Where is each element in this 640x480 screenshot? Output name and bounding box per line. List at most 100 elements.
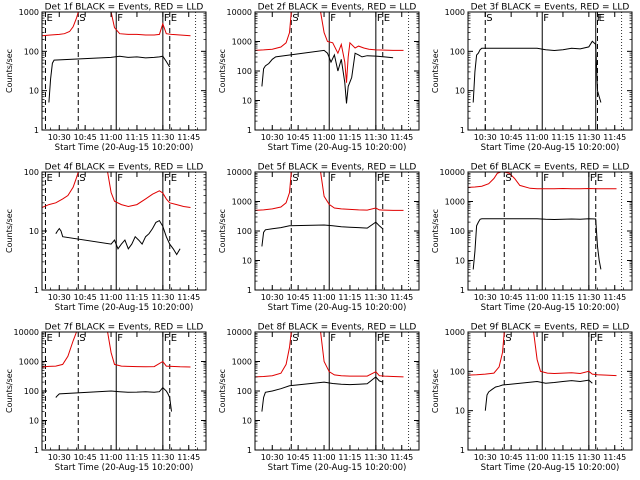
event-marker-label: F (117, 333, 123, 344)
x-axis-label: Start Time (20-Aug-15 10:20:00) (481, 143, 620, 153)
y-tick-label: 1000 (19, 358, 39, 367)
event-marker-label: F (590, 333, 596, 344)
x-tick-label: 11:45 (390, 293, 413, 302)
x-tick-label: 11:15 (338, 293, 361, 302)
chart-title: Det 7f BLACK = Events, RED = LLD (45, 323, 204, 333)
event-marker-label: E (171, 333, 177, 344)
y-axis-label: Counts/sec (5, 49, 14, 93)
series-line-lld (468, 332, 617, 377)
event-marker-label: F (377, 13, 383, 24)
event-marker-label: E (171, 173, 177, 184)
series-line-events (261, 376, 383, 412)
y-tick-label: 10 (455, 87, 465, 96)
x-tick-label: 11:30 (151, 133, 174, 142)
x-tick-label: 11:30 (151, 453, 174, 462)
y-tick-label: 1000 (232, 198, 252, 207)
event-marker-label: S (292, 173, 298, 184)
y-tick-label: 10 (29, 227, 39, 236)
series-line-events (55, 219, 181, 256)
series-line-events (48, 55, 171, 103)
y-axis-label: Counts/sec (218, 49, 227, 93)
plot-frame (41, 331, 207, 451)
event-marker-label: S (505, 173, 511, 184)
x-tick-label: 11:00 (100, 133, 123, 142)
x-tick-label: 11:00 (313, 293, 336, 302)
y-axis-label: Counts/sec (218, 369, 227, 413)
event-marker-label: F (330, 13, 336, 24)
y-tick-label: 1 (247, 446, 252, 455)
series-line-lld (255, 12, 404, 83)
event-marker-label: E (46, 173, 52, 184)
x-tick-label: 11:00 (526, 453, 549, 462)
event-marker-label: E (384, 13, 390, 24)
x-tick-label: 11:15 (338, 453, 361, 462)
event-marker-label: E (598, 13, 604, 24)
chart-title: Det 3f BLACK = Events, RED = LLD (471, 3, 630, 13)
x-tick-label: 10:30 (261, 453, 284, 462)
x-tick-label: 11:00 (313, 453, 336, 462)
plot-frame (467, 171, 633, 291)
y-tick-label: 100 (24, 168, 39, 177)
series-line-lld (255, 332, 404, 378)
x-tick-label: 11:00 (100, 453, 123, 462)
chart-title: Det 5f BLACK = Events, RED = LLD (258, 163, 417, 173)
y-tick-label: 10000 (227, 168, 252, 177)
event-marker-label: E (384, 333, 390, 344)
x-tick-label: 10:30 (261, 293, 284, 302)
x-tick-label: 10:45 (287, 293, 310, 302)
chart-title: Det 9f BLACK = Events, RED = LLD (471, 323, 630, 333)
x-tick-label: 11:45 (603, 453, 626, 462)
event-marker-label: E (384, 173, 390, 184)
chart-title: Det 1f BLACK = Events, RED = LLD (45, 3, 204, 13)
event-marker-label: F (377, 173, 383, 184)
event-marker-label: F (330, 333, 336, 344)
y-axis-label: Counts/sec (431, 209, 440, 253)
x-tick-label: 10:30 (48, 133, 71, 142)
y-tick-label: 1 (34, 446, 39, 455)
x-tick-label: 11:15 (551, 293, 574, 302)
x-tick-label: 11:45 (603, 133, 626, 142)
chart-title: Det 8f BLACK = Events, RED = LLD (258, 323, 417, 333)
plot-frame (41, 11, 207, 131)
x-axis-label: Start Time (20-Aug-15 10:20:00) (268, 303, 407, 313)
y-tick-label: 1000 (232, 358, 252, 367)
plot-frame (254, 171, 420, 291)
x-axis-label: Start Time (20-Aug-15 10:20:00) (481, 303, 620, 313)
y-tick-label: 10000 (440, 168, 465, 177)
x-tick-label: 10:30 (48, 293, 71, 302)
event-marker-label: F (543, 173, 549, 184)
y-tick-label: 100 (24, 47, 39, 56)
series-line-events (261, 49, 394, 104)
y-tick-label: 10 (455, 257, 465, 266)
y-tick-label: 100 (237, 227, 252, 236)
event-marker-label: S (292, 333, 298, 344)
y-tick-label: 1 (34, 126, 39, 135)
y-axis-label: Counts/sec (5, 209, 14, 253)
chart-title: Det 6f BLACK = Events, RED = LLD (471, 163, 630, 173)
event-marker-label: E (597, 333, 603, 344)
x-tick-label: 11:30 (364, 133, 387, 142)
x-tick-label: 10:45 (287, 133, 310, 142)
y-tick-label: 100 (450, 227, 465, 236)
y-tick-label: 100 (450, 367, 465, 376)
x-tick-label: 11:30 (577, 293, 600, 302)
series-line-lld (255, 172, 404, 211)
event-marker-label: S (486, 13, 492, 24)
x-axis-label: Start Time (20-Aug-15 10:20:00) (55, 143, 194, 153)
series-line-lld (468, 172, 617, 190)
event-marker-label: S (292, 13, 298, 24)
x-tick-label: 10:45 (287, 453, 310, 462)
x-tick-label: 11:45 (177, 293, 200, 302)
y-tick-label: 10000 (227, 328, 252, 337)
series-line-events (484, 379, 593, 411)
y-tick-label: 1 (460, 446, 465, 455)
x-tick-label: 11:15 (551, 133, 574, 142)
x-tick-label: 11:15 (125, 293, 148, 302)
